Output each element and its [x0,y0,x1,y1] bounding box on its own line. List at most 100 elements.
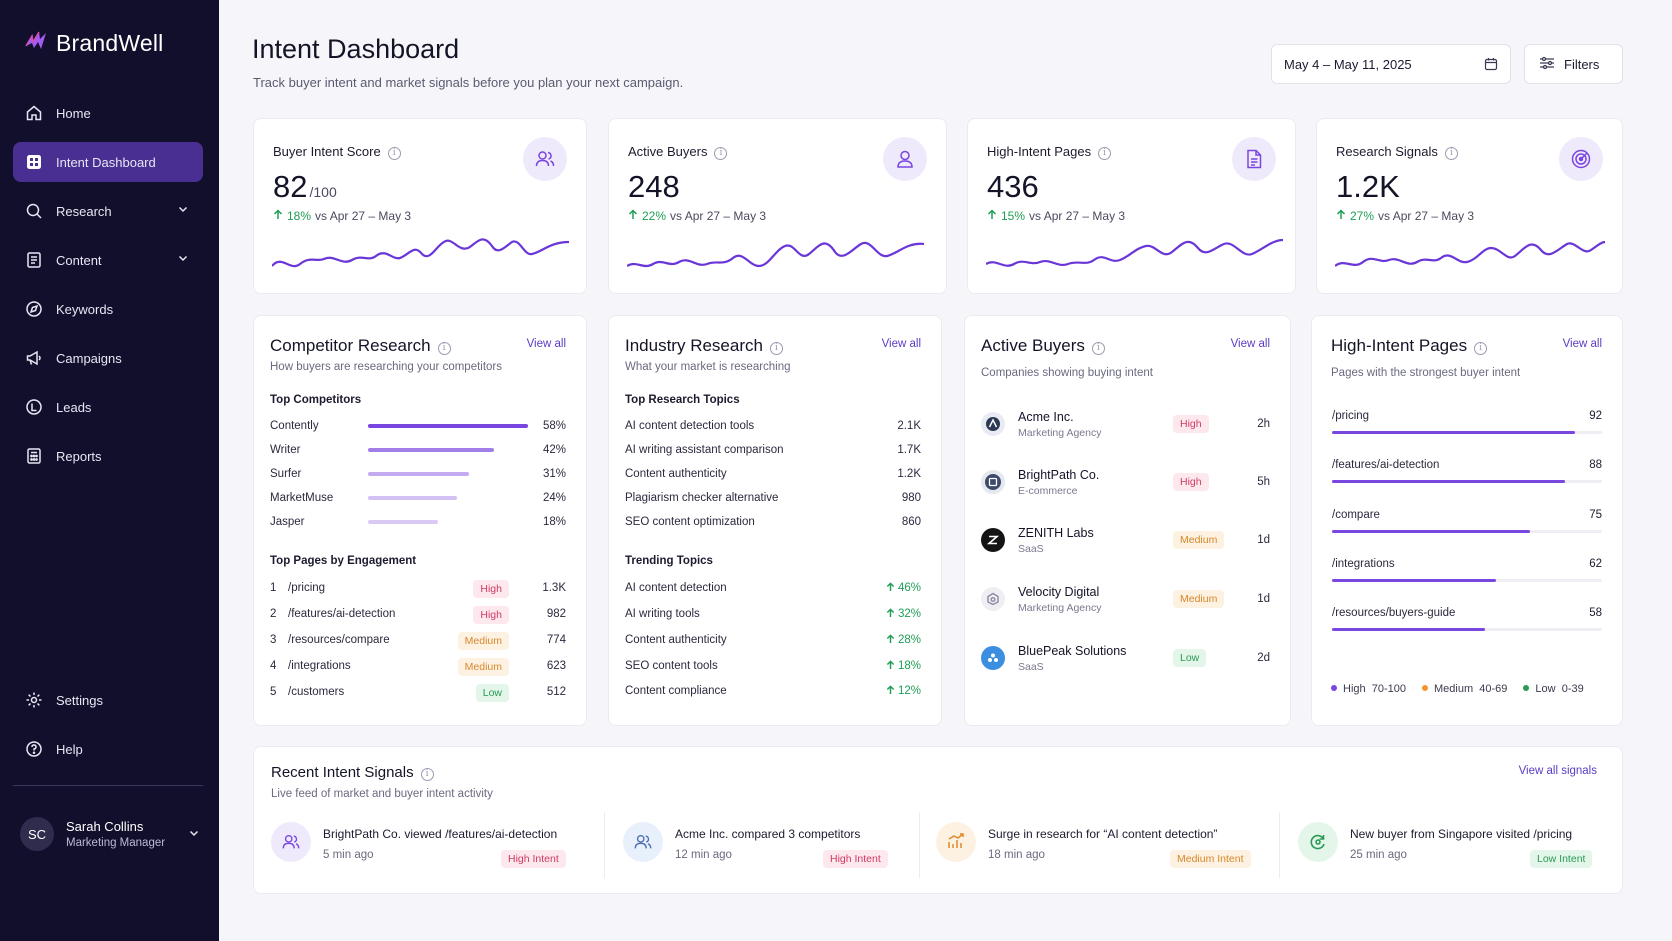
topic-row[interactable]: AI writing assistant comparison 1.7K [625,441,921,459]
competitor-row[interactable]: MarketMuse 24% [270,489,566,507]
intent-badge: High [473,580,509,598]
view-all-link[interactable]: View all [1230,338,1270,350]
intent-score: 75 [1589,509,1602,521]
topic-row[interactable]: SEO content optimization 860 [625,513,921,531]
info-icon[interactable]: i [1444,146,1458,160]
sidebar-item-content[interactable]: Content [13,240,203,280]
competitor-bar [368,520,438,524]
page-row[interactable]: 2/features/ai-detection High 982 [270,605,566,624]
trending-name: Content compliance [625,685,727,697]
competitor-row[interactable]: Contently 58% [270,417,566,435]
sidebar-item-settings[interactable]: Settings [13,680,203,720]
buyer-row[interactable]: Velocity Digital Marketing Agency Medium… [981,583,1270,619]
date-range-picker[interactable]: May 4 – May 11, 2025 [1271,44,1511,84]
info-icon[interactable]: i [387,146,401,160]
sidebar-item-keywords[interactable]: Keywords [13,289,203,329]
trending-row[interactable]: AI writing tools 32% [625,605,921,623]
buyer-row[interactable]: Acme Inc. Marketing Agency High 2h [981,408,1270,444]
page-row[interactable]: /integrations 62 [1332,558,1602,588]
page-row[interactable]: /resources/buyers-guide 58 [1332,607,1602,637]
page-icon [1232,137,1276,181]
signal-item[interactable]: Acme Inc. compared 3 competitors 12 min … [623,812,923,878]
view-all-signals-link[interactable]: View all signals [1518,765,1597,777]
sidebar-item-help[interactable]: Help [13,729,203,769]
sidebar-item-campaigns[interactable]: Campaigns [13,338,203,378]
trending-row[interactable]: Content compliance 12% [625,682,921,700]
brand-logo[interactable]: BrandWell [24,30,163,57]
view-all-link[interactable]: View all [1562,338,1602,350]
signal-item[interactable]: Surge in research for “AI content detect… [936,812,1266,878]
sidebar-item-research[interactable]: Research [13,191,203,231]
intent-badge: High [473,606,509,624]
buyer-row[interactable]: ZENITH Labs SaaS Medium 1d [981,524,1270,560]
info-icon[interactable]: i [714,146,728,160]
trending-row[interactable]: AI content detection 46% [625,579,921,597]
competitor-row[interactable]: Writer 42% [270,441,566,459]
info-icon[interactable]: i [1091,341,1105,355]
page-row[interactable]: 5/customers Low 512 [270,683,566,702]
page-path: /integrations [288,660,351,672]
sidebar-item-leads[interactable]: Leads [13,387,203,427]
buyer-row[interactable]: BluePeak Solutions SaaS Low 2d [981,642,1270,678]
score-bar [1332,628,1486,631]
buyer-name: ZENITH Labs [1018,526,1094,540]
topic-name: AI writing assistant comparison [625,444,784,456]
filters-button[interactable]: Filters [1524,44,1623,84]
page-row[interactable]: /features/ai-detection 88 [1332,459,1602,489]
topic-row[interactable]: AI content detection tools 2.1K [625,417,921,435]
trending-name: Content authenticity [625,634,727,646]
chevron-down-icon[interactable] [188,826,200,844]
megaphone-icon [24,348,44,368]
competitor-name: Contently [270,420,319,432]
score-track [1332,628,1602,631]
signal-item[interactable]: New buyer from Singapore visited /pricin… [1298,812,1598,878]
competitor-row[interactable]: Jasper 18% [270,513,566,531]
buyer-row[interactable]: BrightPath Co. E-commerce High 5h [981,466,1270,502]
arrow-up-icon [987,209,997,223]
score-track [1332,431,1602,434]
chevron-down-icon[interactable] [177,203,189,218]
buyer-last-seen: 2h [1257,418,1270,430]
page-row[interactable]: 1/pricing High 1.3K [270,579,566,598]
trending-row[interactable]: Content authenticity 28% [625,631,921,649]
buyer-last-seen: 5h [1257,476,1270,488]
page-row[interactable]: 3/resources/compare Medium 774 [270,631,566,650]
sidebar-item-reports[interactable]: Reports [13,436,203,476]
info-icon[interactable]: i [1474,341,1488,355]
page-row[interactable]: /pricing 92 [1332,410,1602,440]
info-icon[interactable]: i [1098,146,1112,160]
score-track [1332,480,1602,483]
trending-row[interactable]: SEO content tools 18% [625,657,921,675]
buyer-last-seen: 1d [1257,593,1270,605]
signal-item[interactable]: BrightPath Co. viewed /features/ai-detec… [271,812,571,878]
info-icon[interactable]: i [420,767,434,781]
section-title: Competitor Research [270,336,431,355]
calculator-icon [24,446,44,466]
signal-text: Acme Inc. compared 3 competitors [675,827,861,841]
sidebar-item-intent-dashboard[interactable]: Intent Dashboard [13,142,203,182]
kpi-title: Research Signals [1336,144,1438,159]
score-track [1332,579,1602,582]
info-icon[interactable]: i [437,341,451,355]
divider [919,812,920,878]
chevron-down-icon[interactable] [177,252,189,267]
section-subtitle: Live feed of market and buyer intent act… [271,788,493,800]
user-menu[interactable]: SC Sarah Collins Marketing Manager [20,814,200,854]
trending-name: AI content detection [625,582,727,594]
page-row[interactable]: 4/integrations Medium 623 [270,657,566,676]
view-all-link[interactable]: View all [526,338,566,350]
intent-score: 58 [1589,607,1602,619]
view-all-link[interactable]: View all [881,338,921,350]
page-path: /features/ai-detection [288,608,396,620]
page-path: /resources/buyers-guide [1332,607,1456,619]
sidebar-item-home[interactable]: Home [13,93,203,133]
topic-row[interactable]: Plagiarism checker alternative 980 [625,489,921,507]
info-icon[interactable]: i [769,341,783,355]
topic-row[interactable]: Content authenticity 1.2K [625,465,921,483]
signal-time: 5 min ago [323,849,374,861]
sparkline-chart [986,238,1283,267]
page-row[interactable]: /compare 75 [1332,509,1602,539]
velocity-logo-icon [981,587,1005,611]
competitor-row[interactable]: Surfer 31% [270,465,566,483]
filter-sliders-icon [1539,56,1555,73]
